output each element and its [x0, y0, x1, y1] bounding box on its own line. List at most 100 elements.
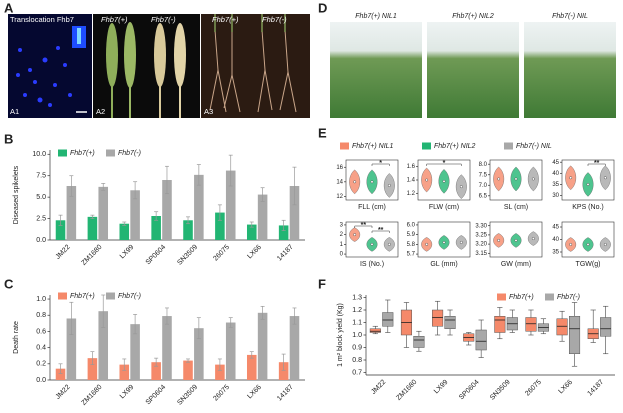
photo-title: Fhb7(+) NIL1	[355, 13, 397, 20]
bar	[225, 322, 236, 380]
median-dot	[387, 242, 391, 246]
y-tick-label: 0.4	[36, 344, 46, 351]
y-tick-label: 1.2	[352, 307, 362, 314]
x-axis-title: FLW (cm)	[429, 204, 459, 211]
x-axis-title: FLL (cm)	[358, 204, 386, 211]
bar	[257, 194, 268, 240]
photo-label: A2	[96, 107, 105, 116]
y-tick-label: 0.7	[352, 369, 362, 376]
y-tick-label: 30	[552, 193, 559, 199]
photo-label: A3	[204, 107, 213, 116]
y-tick-label: 1.2	[407, 191, 416, 197]
x-axis-title: IS (No.)	[360, 261, 384, 268]
median-dot	[514, 177, 518, 181]
median-dot	[442, 241, 446, 244]
panel-label: A	[4, 0, 14, 15]
y-tick-label: 0.6	[36, 328, 46, 335]
significance-label: **	[378, 227, 384, 234]
legend-swatch	[106, 292, 115, 300]
x-tick-label: SN3509	[176, 244, 199, 267]
significance-bracket	[354, 225, 373, 228]
x-tick-label: JM22	[55, 384, 72, 401]
bar	[215, 364, 225, 380]
y-tick-label: 5.9	[407, 232, 416, 238]
x-tick-label: JM22	[55, 244, 72, 261]
x-tick-label: ZM1680	[80, 384, 103, 407]
x-axis-title: KPS (No.)	[572, 204, 604, 211]
x-tick-label: LX66	[246, 384, 263, 401]
subplot-frame	[345, 159, 399, 201]
bar	[183, 220, 193, 240]
bar	[257, 312, 268, 380]
y-tick-label: 14	[336, 179, 343, 185]
photo-title: Translocation Fhb7	[10, 15, 74, 24]
x-tick-label: LX99	[119, 244, 136, 261]
legend-swatch	[422, 142, 431, 150]
significance-bracket	[371, 230, 390, 233]
y-tick-label: 1.4	[407, 178, 416, 184]
y-tick-label: 3.20	[475, 242, 487, 248]
y-tick-label: 1.0	[352, 332, 362, 339]
subplot-frame	[489, 159, 543, 201]
chromosomes	[16, 46, 72, 107]
x-tick-label: ZM1680	[80, 244, 103, 267]
y-tick-label: 6.5	[479, 193, 488, 199]
bar	[194, 328, 204, 380]
legend-label: Fhb7(+)	[509, 294, 534, 301]
x-tick-label: 14187	[586, 379, 605, 398]
box	[556, 318, 568, 336]
y-tick-label: 10.0	[32, 151, 46, 158]
y-tick-label: 5.7	[407, 252, 416, 258]
significance-bracket	[426, 163, 462, 166]
legend-swatch	[504, 142, 513, 150]
y-tick-label: 35	[552, 250, 559, 256]
bar	[119, 223, 130, 240]
field-photo	[524, 22, 616, 118]
median-dot	[353, 180, 357, 184]
bar	[130, 190, 140, 240]
box	[525, 317, 537, 332]
bar	[55, 220, 66, 240]
panel-label: B	[4, 131, 13, 146]
y-tick-label: 7.0	[479, 183, 488, 189]
bar	[289, 316, 300, 380]
y-tick-label: 3.15	[475, 251, 487, 257]
y-tick-label: 6.0	[407, 222, 416, 228]
photo-title: Fhb7(+) NIL2	[452, 13, 494, 20]
x-tick-label: ZM1680	[395, 379, 418, 402]
y-tick-label: 3.25	[475, 232, 487, 238]
stems	[214, 14, 286, 32]
legend-label: Fhb7(-)	[118, 150, 141, 157]
y-tick-label: 0.0	[36, 237, 46, 244]
bar	[151, 362, 161, 380]
box	[444, 316, 456, 329]
median-dot	[569, 176, 573, 180]
legend-label: Fhb7(-)	[118, 293, 141, 300]
median-dot	[603, 243, 607, 246]
median-dot	[425, 178, 429, 182]
median-dot	[603, 176, 607, 180]
inset-signal	[77, 28, 81, 44]
y-tick-label: 0.2	[36, 361, 46, 368]
x-tick-label: 14187	[276, 244, 295, 263]
photo-title: Fhb7(-)	[262, 15, 287, 24]
x-axis-title: TGW(g)	[576, 261, 601, 268]
legend-swatch	[58, 292, 67, 300]
bar	[66, 318, 77, 380]
median-dot	[514, 239, 518, 242]
bar	[225, 170, 236, 240]
median-dot	[497, 177, 501, 181]
y-tick-label: 1.6	[407, 164, 416, 170]
y-tick-label: 8.0	[479, 162, 488, 168]
photo-title: Fhb7(+)	[212, 15, 239, 24]
median-dot	[531, 237, 535, 240]
y-tick-label: 2	[340, 232, 344, 238]
median-dot	[531, 177, 535, 181]
y-tick-label: 40	[552, 171, 559, 177]
significance-bracket	[371, 163, 390, 166]
box	[600, 317, 612, 337]
legend-swatch	[497, 293, 506, 301]
subplot-frame	[417, 221, 471, 258]
x-tick-label: SN3509	[489, 379, 512, 402]
x-tick-label: SN3509	[176, 384, 199, 407]
